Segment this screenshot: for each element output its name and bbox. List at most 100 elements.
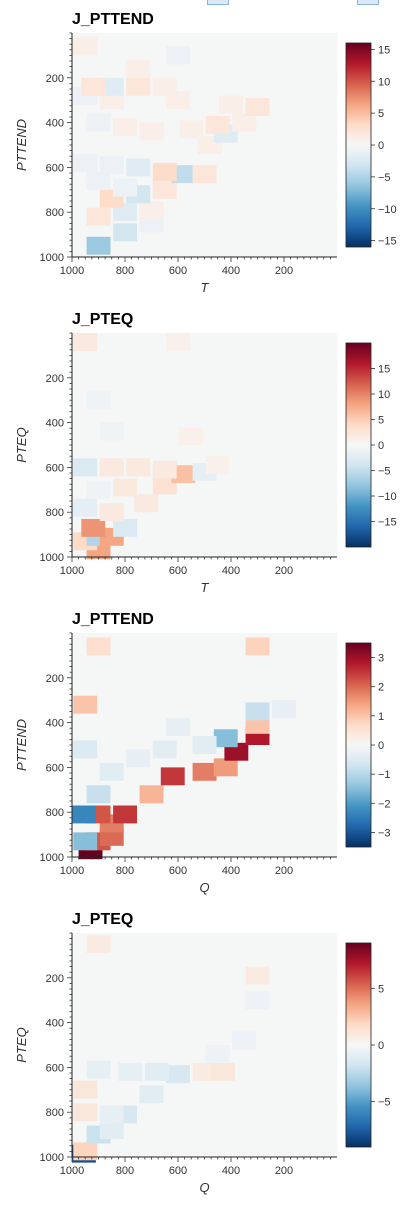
y-axis-label: PTEQ <box>14 1027 29 1062</box>
y-tick-label: 400 <box>46 418 64 430</box>
y-tick-label: 400 <box>46 1018 64 1030</box>
heatmap-cell <box>153 163 177 181</box>
heatmap-cell <box>246 991 270 1009</box>
heatmap-cell <box>113 479 137 497</box>
x-tick-label: 400 <box>222 865 240 877</box>
heatmap-cell <box>73 832 97 850</box>
colorbar <box>346 343 371 547</box>
colorbar-tick-label: −5 <box>378 172 391 184</box>
colorbar-tick-label: 3 <box>378 653 384 665</box>
heatmap-cell <box>126 60 150 78</box>
heatmap-cell <box>206 116 230 134</box>
colorbar-tick-label: 0 <box>378 1040 384 1052</box>
y-tick-label: 600 <box>46 162 64 174</box>
colorbar-tick-label: 10 <box>378 76 390 88</box>
colorbar-tick-label: −5 <box>378 466 391 478</box>
colorbar-tick-label: −10 <box>378 204 397 216</box>
y-tick-label: 200 <box>46 373 64 385</box>
y-tick-label: 200 <box>46 673 64 685</box>
x-tick-label: 1000 <box>60 565 84 577</box>
heatmap-cell <box>145 1063 169 1081</box>
x-tick-label: 600 <box>169 865 187 877</box>
y-tick-label: 400 <box>46 118 64 130</box>
heatmap-cell <box>100 503 124 521</box>
heatmap-cell <box>73 696 97 714</box>
heatmap-cell <box>246 967 270 985</box>
colorbar <box>346 43 371 247</box>
heatmap-cell <box>166 1065 190 1083</box>
heatmap-cell <box>153 181 177 199</box>
heatmap-cell <box>100 763 124 781</box>
chart-panel-1: J_PTTEND 200 400 600 800 1000 1000 800 600 400 20… <box>0 0 409 300</box>
heatmap-cell <box>153 741 177 759</box>
y-tick-label: 200 <box>46 73 64 85</box>
y-axis-label: PTTEND <box>14 719 29 771</box>
x-tick-label: 400 <box>222 1165 240 1177</box>
y-tick-label: 1000 <box>40 552 64 564</box>
colorbar <box>346 643 371 847</box>
chart-title: J_PTEQ <box>72 911 133 928</box>
heatmap-cell <box>118 1063 142 1081</box>
x-tick-label: 1000 <box>60 1165 84 1177</box>
heatmap-cell <box>73 458 97 476</box>
heatmap-cell <box>87 935 111 953</box>
heatmap-cell <box>232 114 256 132</box>
heatmap-cell <box>166 718 190 736</box>
colorbar-tick-label: −2 <box>378 798 391 810</box>
heatmap-cell <box>87 481 111 499</box>
heatmap-cell <box>126 78 150 96</box>
heatmap-cell <box>206 456 230 474</box>
heatmap-cell <box>73 499 97 517</box>
x-axis-label: Q <box>199 1180 209 1195</box>
heatmap-svg: J_PTTEND 20040060080010001000 800 600 400 20… <box>0 0 409 300</box>
heatmap-cell <box>179 427 203 445</box>
heatmap-cell <box>73 333 97 351</box>
heatmap-cell <box>140 123 164 141</box>
heatmap-cell <box>100 1121 124 1139</box>
heatmap-cell <box>206 1045 230 1063</box>
y-tick-label: 1000 <box>40 852 64 864</box>
heatmap-cell <box>113 179 137 197</box>
colorbar-tick-label: 5 <box>378 108 384 120</box>
colorbar-tick-label: 1 <box>378 711 384 723</box>
y-tick-label: 800 <box>46 507 64 519</box>
heatmap-cell <box>134 494 158 512</box>
heatmap-cell <box>126 750 150 768</box>
x-tick-label: 200 <box>275 265 293 277</box>
heatmap-cell <box>87 638 111 656</box>
y-axis-label: PTEQ <box>14 427 29 462</box>
heatmap-cell <box>81 78 105 96</box>
x-tick-label: 1000 <box>60 865 84 877</box>
y-tick-label: 800 <box>46 1107 64 1119</box>
heatmap-cell <box>113 519 137 537</box>
y-tick-label: 800 <box>46 207 64 219</box>
y-tick-label: 600 <box>46 762 64 774</box>
heatmap-cell <box>126 158 150 176</box>
colorbar-tick-label: −5 <box>378 1097 391 1109</box>
heatmap-cell <box>72 806 96 824</box>
y-tick-label: 600 <box>46 1062 64 1074</box>
heatmap-cell <box>100 156 124 174</box>
heatmap-cell <box>140 201 164 219</box>
heatmap-cell <box>87 785 111 803</box>
x-tick-label: 200 <box>275 1165 293 1177</box>
heatmap-cell <box>87 172 111 190</box>
heatmap-cell <box>153 461 177 479</box>
x-tick-label: 200 <box>275 865 293 877</box>
y-tick-label: 600 <box>46 462 64 474</box>
heatmap-cell <box>193 763 217 781</box>
heatmap-cell <box>73 154 97 172</box>
heatmap-cell <box>73 741 97 759</box>
chart-title: J_PTTEND <box>72 611 154 628</box>
heatmap-cell <box>214 758 238 776</box>
heatmap-cell <box>87 1061 111 1079</box>
colorbar-tick-label: −3 <box>378 827 391 839</box>
heatmap-cell <box>87 391 111 409</box>
x-axis-label: Q <box>199 880 209 895</box>
heatmap-cell <box>193 165 217 183</box>
x-tick-label: 600 <box>169 1165 187 1177</box>
y-tick-label: 1000 <box>40 1152 64 1164</box>
x-tick-label: 1000 <box>60 265 84 277</box>
heatmap-cell <box>232 1032 256 1050</box>
colorbar-tick-label: −10 <box>378 491 397 503</box>
